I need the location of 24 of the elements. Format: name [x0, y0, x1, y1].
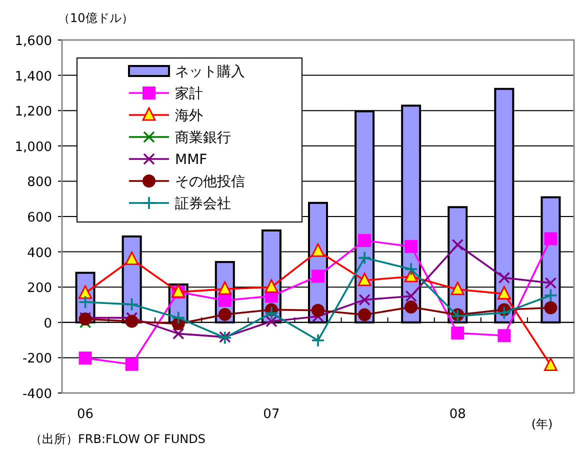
legend-label: 商業銀行: [175, 130, 231, 146]
y-tick-label: 1,400: [14, 69, 52, 84]
y-tick-label: -400: [22, 387, 52, 402]
y-tick-label: 0: [44, 316, 52, 332]
legend-label: 家計: [175, 86, 203, 102]
y-tick-label: 400: [27, 246, 52, 261]
y-tick-label: 1,000: [14, 140, 52, 155]
y-tick-label: 600: [27, 210, 52, 226]
y-tick-label: -200: [22, 352, 52, 367]
y-tick-label: 1,600: [14, 34, 52, 49]
y-axis-title: （10億ドル）: [58, 11, 134, 25]
legend-label: ネット購入: [175, 64, 245, 80]
y-tick-label: 800: [27, 175, 52, 190]
x-axis-title: (年): [531, 417, 553, 431]
legend-label: 海外: [175, 108, 203, 124]
legend-label: 証券会社: [175, 196, 231, 212]
x-tick-label: 07: [263, 407, 280, 422]
x-tick-label: 06: [77, 407, 94, 422]
y-tick-label: 1,200: [14, 104, 52, 120]
text: （出所）FRB:FLOW OF FUNDS: [30, 432, 206, 446]
x-tick-label: 08: [449, 407, 466, 422]
legend-label: その他投信: [175, 174, 245, 190]
y-tick-label: 200: [27, 281, 52, 296]
legend-label: MMF: [175, 152, 208, 168]
